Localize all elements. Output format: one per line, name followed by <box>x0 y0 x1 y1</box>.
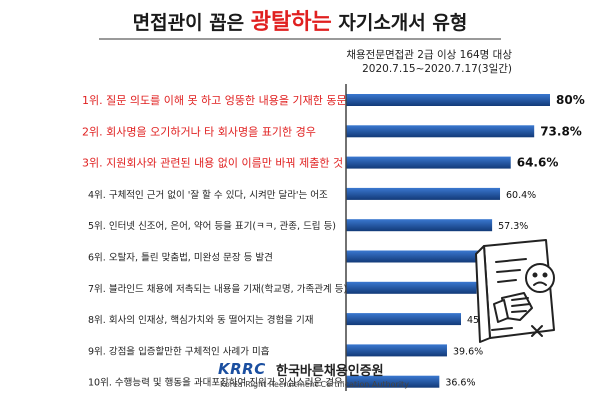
value-label-10: 36.6% <box>445 378 475 389</box>
chart-title: 면접관이 꼽은 광탈하는 자기소개서 유형 <box>0 4 600 36</box>
bar-6 <box>346 250 485 263</box>
category-label-2: 2위. 회사명을 오기하거나 타 회사명을 표기한 경우 <box>82 124 316 138</box>
org-english-name: Korea Right Recruitment Certification Au… <box>220 380 409 389</box>
value-label-4: 60.4% <box>506 190 536 201</box>
category-label-8: 8위. 회사의 인재상, 핵심가치와 동 떨어지는 경험을 기재 <box>88 314 314 326</box>
category-label-3: 3위. 지원회사와 관련된 내용 없이 이름만 바꿔 제출한 것 같은 <box>82 157 367 170</box>
bar-3 <box>346 156 511 169</box>
title-highlight: 광탈하는 <box>250 10 332 35</box>
value-label-5: 57.3% <box>498 221 528 232</box>
category-label-7: 7위. 블라인드 채용에 저촉되는 내용을 기재(학교명, 가족관계 등) <box>88 283 347 295</box>
bar-7 <box>346 281 477 294</box>
value-label-3: 64.6% <box>517 156 559 170</box>
category-label-1: 1위. 질문 의도를 이해 못 하고 엉뚱한 내용을 기재한 동문서답형 <box>82 93 377 107</box>
category-label-10: 10위. 수행능력 및 행동을 과대포장하여 진위가 의심스러운 경우 <box>88 377 343 389</box>
org-name: 한국바른채용인증원 <box>276 364 384 379</box>
category-label-5: 5위. 인터넷 신조어, 은어, 약어 등을 표기(ㅋㅋ, 관종, 드립 등) <box>88 220 336 232</box>
krrc-logo: KRRC <box>218 360 266 378</box>
bar-9 <box>346 344 447 357</box>
bar-10 <box>346 375 440 388</box>
category-label-6: 6위. 오탈자, 틀린 맞춤법, 미완성 문장 등 발견 <box>88 252 273 264</box>
category-label-4: 4위. 구체적인 근거 없이 '잘 할 수 있다, 시켜만 달라'는 어조 <box>88 189 328 201</box>
bar-1 <box>346 94 550 106</box>
survey-info: 채용전문면접관 2급 이상 164명 대상 2020.7.15~2020.7.1… <box>346 48 512 76</box>
bar-4 <box>346 187 501 200</box>
rejected-document-icon <box>475 239 555 343</box>
value-label-2: 73.8% <box>540 124 582 138</box>
footer-logo-area: KRRC 한국바른채용인증원 Korea Right Recruitment C… <box>218 358 418 398</box>
survey-period: 2020.7.15~2020.7.17(3일간) <box>362 63 512 75</box>
value-label-9: 39.6% <box>453 346 483 357</box>
bar-5 <box>346 219 493 232</box>
bar-2 <box>346 125 535 138</box>
title-pre: 면접관이 꼽은 <box>132 12 251 34</box>
title-area: 면접관이 꼽은 광탈하는 자기소개서 유형 <box>0 0 600 44</box>
category-label-9: 9위. 강점을 입증할만한 구체적인 사례가 미흡 <box>88 345 270 357</box>
bar-8 <box>346 313 462 326</box>
survey-target: 채용전문면접관 2급 이상 164명 대상 <box>346 49 512 61</box>
value-label-1: 80% <box>556 93 585 107</box>
title-underline <box>99 38 501 40</box>
title-post: 자기소개서 유형 <box>331 12 468 34</box>
